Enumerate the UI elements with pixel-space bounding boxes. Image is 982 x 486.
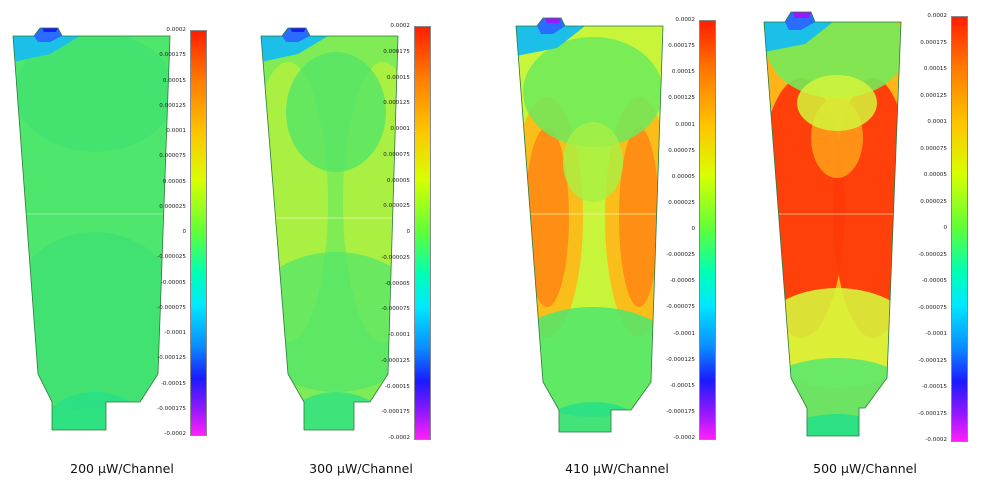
colorbar-tick-label: 0.00015 — [162, 77, 186, 84]
colorbar-tick-label: -0.000075 — [381, 306, 410, 313]
colorbar-tick-label: -0.0002 — [673, 435, 695, 441]
colorbar-tick-label: 0.0002 — [166, 27, 186, 33]
colorbar-tick-label: 0.00005 — [162, 178, 186, 185]
colorbar-tick-label: 0.000125 — [383, 100, 410, 107]
colorbar-tick-label: -0.000175 — [666, 408, 695, 415]
colorbar-gradient — [414, 26, 431, 440]
colorbar-tick-label: 0.000175 — [383, 48, 410, 55]
colorbar-tick-label: 0.000175 — [159, 52, 186, 59]
colorbar-tick-label: 0.000175 — [668, 43, 695, 50]
colorbar-tick-label: -0.0001 — [925, 331, 947, 337]
colorbar-tick-label: 0.0002 — [390, 23, 410, 29]
colorbar-tick-label: -0.00005 — [160, 279, 186, 286]
colorbar-tick-label: 0.0002 — [675, 17, 695, 23]
colorbar-tick-label: 0.000075 — [159, 153, 186, 160]
colorbar-tick-label: -0.00015 — [669, 382, 695, 389]
colorbar-tick-label: -0.0001 — [673, 330, 695, 337]
colorbar-tick-label: -0.00005 — [384, 280, 410, 287]
colorbar-tick-label: -0.000125 — [918, 357, 947, 364]
panel-caption: 500 μW/Channel — [813, 461, 917, 476]
colorbar-tick-label: -0.000175 — [157, 405, 186, 412]
colorbar-tick-label: -0.0002 — [925, 437, 947, 443]
colorbar-tick-label: 0.000075 — [920, 145, 947, 152]
colorbar-tick-label: -0.000125 — [157, 355, 186, 362]
colorbar-tick-label: -0.000075 — [918, 304, 947, 311]
colorbar-tick-label: -0.00015 — [921, 384, 947, 390]
temperature-field-200 — [12, 27, 171, 431]
colorbar-tick-label: -0.000175 — [918, 410, 947, 417]
colorbar-tick-label: 0 — [182, 229, 186, 235]
colorbar-tick-label: 0 — [691, 226, 695, 232]
colorbar-tick-label: 0.000025 — [159, 203, 186, 210]
colorbar-tick-label: -0.000075 — [157, 304, 186, 311]
colorbar-tick-label: -0.000175 — [381, 409, 410, 416]
colorbar-tick-label: 0.000175 — [920, 39, 947, 46]
colorbar-tick-label: -0.000075 — [666, 304, 695, 311]
panel-500: 0.0002 0.000175 0.00015 0.000125 0.0001 0.000… — [755, 0, 982, 486]
panel-300: 0.0002 0.000175 0.00015 0.000125 0.0001 0.000… — [250, 0, 495, 486]
colorbar-tick-label: 0.0001 — [675, 121, 695, 128]
colorbar-gradient — [699, 20, 716, 440]
colorbar-tick-label: -0.000125 — [666, 356, 695, 363]
colorbar-tick-label: 0.0001 — [390, 126, 410, 132]
colorbar-tick-label: -0.000025 — [666, 252, 695, 259]
colorbar-tick-label: 0.00015 — [923, 66, 947, 72]
colorbar-tick-label: 0.000025 — [668, 199, 695, 206]
colorbar-tick-label: -0.0002 — [164, 431, 186, 437]
colorbar-tick-label: -0.000025 — [918, 251, 947, 258]
colorbar-tick-label: 0.0002 — [927, 13, 947, 19]
colorbar-tick-label: 0.000025 — [383, 203, 410, 210]
colorbar-tick-label: -0.000025 — [157, 254, 186, 261]
colorbar-tick-label: 0.0001 — [927, 119, 947, 125]
colorbar-tick-label: 0.00005 — [386, 177, 410, 184]
panel-caption: 200 μW/Channel — [70, 461, 174, 476]
colorbar-tick-label: -0.00005 — [669, 278, 695, 285]
colorbar-tick-label: 0.000025 — [920, 198, 947, 205]
colorbar-tick-label: 0.000125 — [668, 95, 695, 102]
colorbar-tick-label: 0.00015 — [671, 69, 695, 76]
colorbar-tick-label: 0.00005 — [923, 172, 947, 178]
colorbar-tick-label: -0.0001 — [388, 332, 410, 338]
colorbar-tick-label: 0.000075 — [383, 151, 410, 158]
temperature-field-500 — [763, 11, 902, 437]
panel-caption: 410 μW/Channel — [565, 461, 669, 476]
temperature-field-300 — [260, 27, 399, 431]
colorbar-tick-label: -0.000025 — [381, 254, 410, 261]
colorbar-tick-label: 0 — [406, 229, 410, 235]
colorbar-gradient — [190, 30, 207, 436]
colorbar-tick-label: -0.00005 — [921, 278, 947, 284]
colorbar-tick-label: 0 — [943, 225, 947, 231]
colorbar-tick-label: 0.0001 — [166, 128, 186, 134]
colorbar-tick-label: -0.00015 — [160, 380, 186, 387]
panel-200: 0.0002 0.000175 0.00015 0.000125 0.0001 0.000… — [0, 0, 245, 486]
colorbar-tick-label: 0.00005 — [671, 173, 695, 180]
colorbar-tick-label: -0.0001 — [164, 330, 186, 336]
colorbar-gradient — [951, 16, 968, 442]
colorbar-tick-label: 0.000125 — [920, 92, 947, 99]
colorbar-tick-label: 0.000075 — [668, 147, 695, 154]
panel-caption: 300 μW/Channel — [309, 461, 413, 476]
colorbar-tick-label: -0.0002 — [388, 435, 410, 441]
temperature-field-410 — [515, 17, 664, 433]
colorbar-tick-label: 0.00015 — [386, 74, 410, 81]
colorbar-tick-label: 0.000125 — [159, 102, 186, 109]
colorbar-tick-label: -0.000125 — [381, 357, 410, 364]
colorbar-tick-label: -0.00015 — [384, 383, 410, 390]
panel-410: 0.0002 0.000175 0.00015 0.000125 0.0001 0.000… — [505, 0, 750, 486]
